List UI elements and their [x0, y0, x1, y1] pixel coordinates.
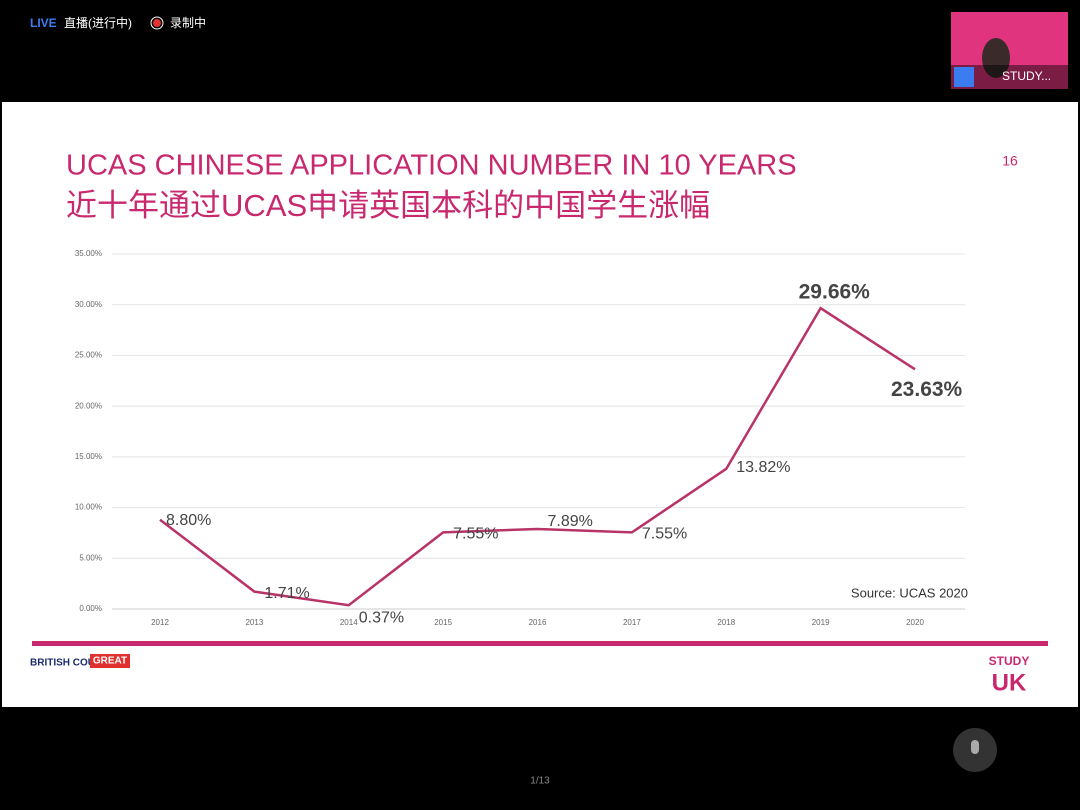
data-line — [159, 306, 916, 607]
data-label: 7.55% — [642, 526, 687, 543]
chart-subtitle: 近十年通过UCAS申请英国本科的中国学生涨幅 — [66, 188, 710, 223]
data-label: 29.66% — [799, 281, 871, 304]
participant-figure — [982, 38, 1010, 78]
x-tick-label: 2020 — [906, 618, 924, 627]
record-icon — [150, 16, 164, 30]
data-label: 7.89% — [548, 513, 593, 530]
y-tick-label: 25.00% — [75, 351, 102, 360]
page-indicator: 1/13 — [530, 776, 550, 787]
logo-uk: UK — [992, 669, 1027, 696]
data-label: 23.63% — [891, 378, 963, 401]
live-badge: LIVE — [30, 16, 57, 30]
data-label: 1.71% — [264, 585, 309, 602]
mic-icon — [971, 740, 979, 754]
x-tick-label: 2018 — [717, 618, 735, 627]
y-tick-label: 10.00% — [75, 503, 102, 512]
participant-name: STUDY... — [1002, 69, 1051, 83]
logo-great: GREAT — [93, 656, 127, 667]
x-tick-label: 2013 — [245, 618, 263, 627]
logo-study: STUDY — [989, 654, 1030, 668]
slide — [2, 102, 1078, 707]
logo-british-council: BRITISH COUNCIL — [30, 658, 118, 669]
data-label: 13.82% — [736, 459, 790, 476]
logo-great-box — [90, 654, 130, 668]
y-tick-label: 20.00% — [75, 401, 102, 410]
record-dot — [153, 19, 161, 27]
x-tick-label: 2017 — [623, 618, 641, 627]
x-tick-label: 2016 — [529, 618, 547, 627]
y-tick-label: 30.00% — [75, 300, 102, 309]
x-tick-label: 2015 — [434, 618, 452, 627]
y-tick-label: 0.00% — [79, 604, 102, 613]
footer-rule — [32, 641, 1048, 646]
x-tick-label: 2014 — [340, 618, 358, 627]
y-tick-label: 15.00% — [75, 452, 102, 461]
y-tick-label: 35.00% — [75, 249, 102, 258]
source-note: Source: UCAS 2020 — [851, 585, 968, 600]
recording-status: 录制中 — [170, 15, 206, 30]
avatar-icon — [954, 67, 974, 87]
x-tick-label: 2019 — [812, 618, 830, 627]
data-label: 8.80% — [166, 512, 211, 529]
slide-number: 16 — [1002, 153, 1018, 169]
data-label: 0.37% — [359, 609, 404, 626]
x-tick-label: 2012 — [151, 618, 169, 627]
y-tick-label: 5.00% — [79, 553, 102, 562]
live-status: 直播(进行中) — [64, 15, 132, 30]
plot: 0.00% 5.00% 10.00% 15.00% 20.00% 25.00% 30.00%… — [75, 249, 965, 627]
data-label: 7.55% — [453, 526, 498, 543]
chart-title: UCAS CHINESE APPLICATION NUMBER IN 10 YE… — [66, 150, 797, 182]
